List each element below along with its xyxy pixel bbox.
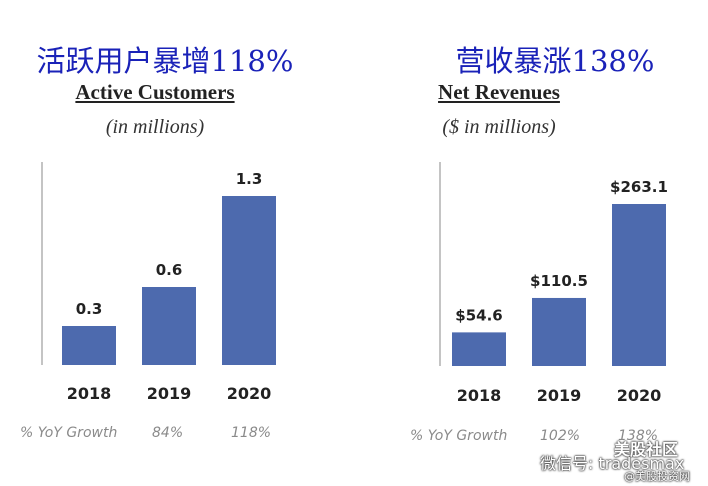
yoy-growth-label: % YoY Growth [20,425,118,441]
bar-2019 [532,297,586,366]
chart-unit-note: (in millions) [105,116,205,138]
yoy-growth-2019: 84% [152,425,184,441]
data-label: 0.3 [76,300,103,318]
chart-panel-active-customers: 活跃用户暴增118% Active Customers (in millions… [0,44,354,445]
bar-chart-active-customers: 0.3 2018 0.6 2019 1.3 2020 [41,162,276,403]
watermark: 美股社区 微信号: tradesmax @美股投资网 [520,436,708,486]
watermark-brand: 美股社区 [614,440,679,459]
chart-title: 活跃用户暴增118% [36,44,294,78]
bar-2018 [62,326,116,365]
data-label: 1.3 [236,170,263,188]
bar-2020 [222,196,276,365]
chart-title: 营收暴涨138% [455,44,655,78]
data-label: $263.1 [610,178,668,196]
data-label: $54.6 [455,306,502,324]
x-tick-label: 2019 [537,386,582,405]
chart-subtitle: Active Customers [75,80,235,104]
x-tick-label: 2018 [457,386,502,405]
data-label: $110.5 [530,272,588,290]
yoy-growth-label: % YoY Growth [410,428,508,444]
x-tick-label: 2019 [147,384,192,403]
bar-2020 [612,204,666,366]
watermark-wechat: 微信号: tradesmax [540,454,685,473]
chart-panel-net-revenues: 营收暴涨138% Net Revenues ($ in millions) $5… [354,0,708,486]
x-tick-label: 2020 [617,386,662,405]
watermark-site: @美股投资网 [624,470,690,483]
chart-unit-note: ($ in millions) [442,116,556,138]
bar-chart-net-revenues: $54.6 2018 $110.5 2019 $263.1 2020 [439,162,668,405]
bar-2019 [142,287,196,365]
x-tick-label: 2020 [227,384,272,403]
data-label: 0.6 [156,261,183,279]
yoy-growth-row: % YoY Growth 102% 138% [354,428,708,448]
x-tick-label: 2018 [67,384,112,403]
yoy-growth-2020: 118% [231,425,272,441]
yoy-growth-2020: 138% [618,428,659,444]
bar-2018 [452,332,506,366]
yoy-growth-row: % YoY Growth 84% 118% [0,425,354,445]
chart-subtitle: Net Revenues [438,80,560,104]
yoy-growth-2019: 102% [540,428,581,444]
